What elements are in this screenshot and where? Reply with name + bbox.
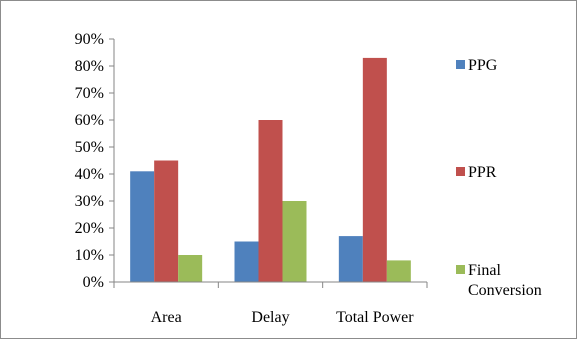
legend-label: Final <box>468 262 501 279</box>
bar-final-conversion-delay <box>282 201 307 282</box>
plot-area: 0% 10% 20% 30% 40% 50% 60% 70% 80% 90% Area Delay To… <box>75 31 428 326</box>
bar-ppr-delay <box>258 120 283 282</box>
bar-final-conversion-total-power <box>386 260 411 282</box>
y-tick-label: 90% <box>75 31 104 48</box>
y-tick-label: 40% <box>75 166 104 183</box>
x-tick-label: Delay <box>251 309 289 326</box>
bar-ppr-total-power <box>362 57 387 283</box>
y-tick-label: 0% <box>83 274 104 291</box>
x-tick-label: Area <box>151 309 182 326</box>
y-tick-label: 10% <box>75 247 104 264</box>
bar-final-conversion-area <box>178 255 203 282</box>
legend-swatch-final-conversion <box>456 265 465 274</box>
y-tick-label: 50% <box>75 139 104 156</box>
bar-ppg-delay <box>234 241 259 282</box>
y-tick-label: 20% <box>75 220 104 237</box>
y-tick-label: 70% <box>75 85 104 102</box>
legend-label: PPG <box>468 57 498 74</box>
bar-ppg-total-power <box>338 236 363 282</box>
y-tick-label: 60% <box>75 112 104 129</box>
legend: PPG PPR Final Conversion <box>456 57 542 299</box>
bar-ppg-area <box>130 171 155 282</box>
legend-label: PPR <box>468 164 497 181</box>
legend-label: Conversion <box>468 282 542 299</box>
legend-swatch-ppg <box>456 60 465 69</box>
bar-ppr-area <box>154 160 179 282</box>
legend-swatch-ppr <box>456 167 465 176</box>
y-tick-label: 30% <box>75 193 104 210</box>
y-tick-label: 80% <box>75 58 104 75</box>
x-tick-label: Total Power <box>336 309 414 326</box>
